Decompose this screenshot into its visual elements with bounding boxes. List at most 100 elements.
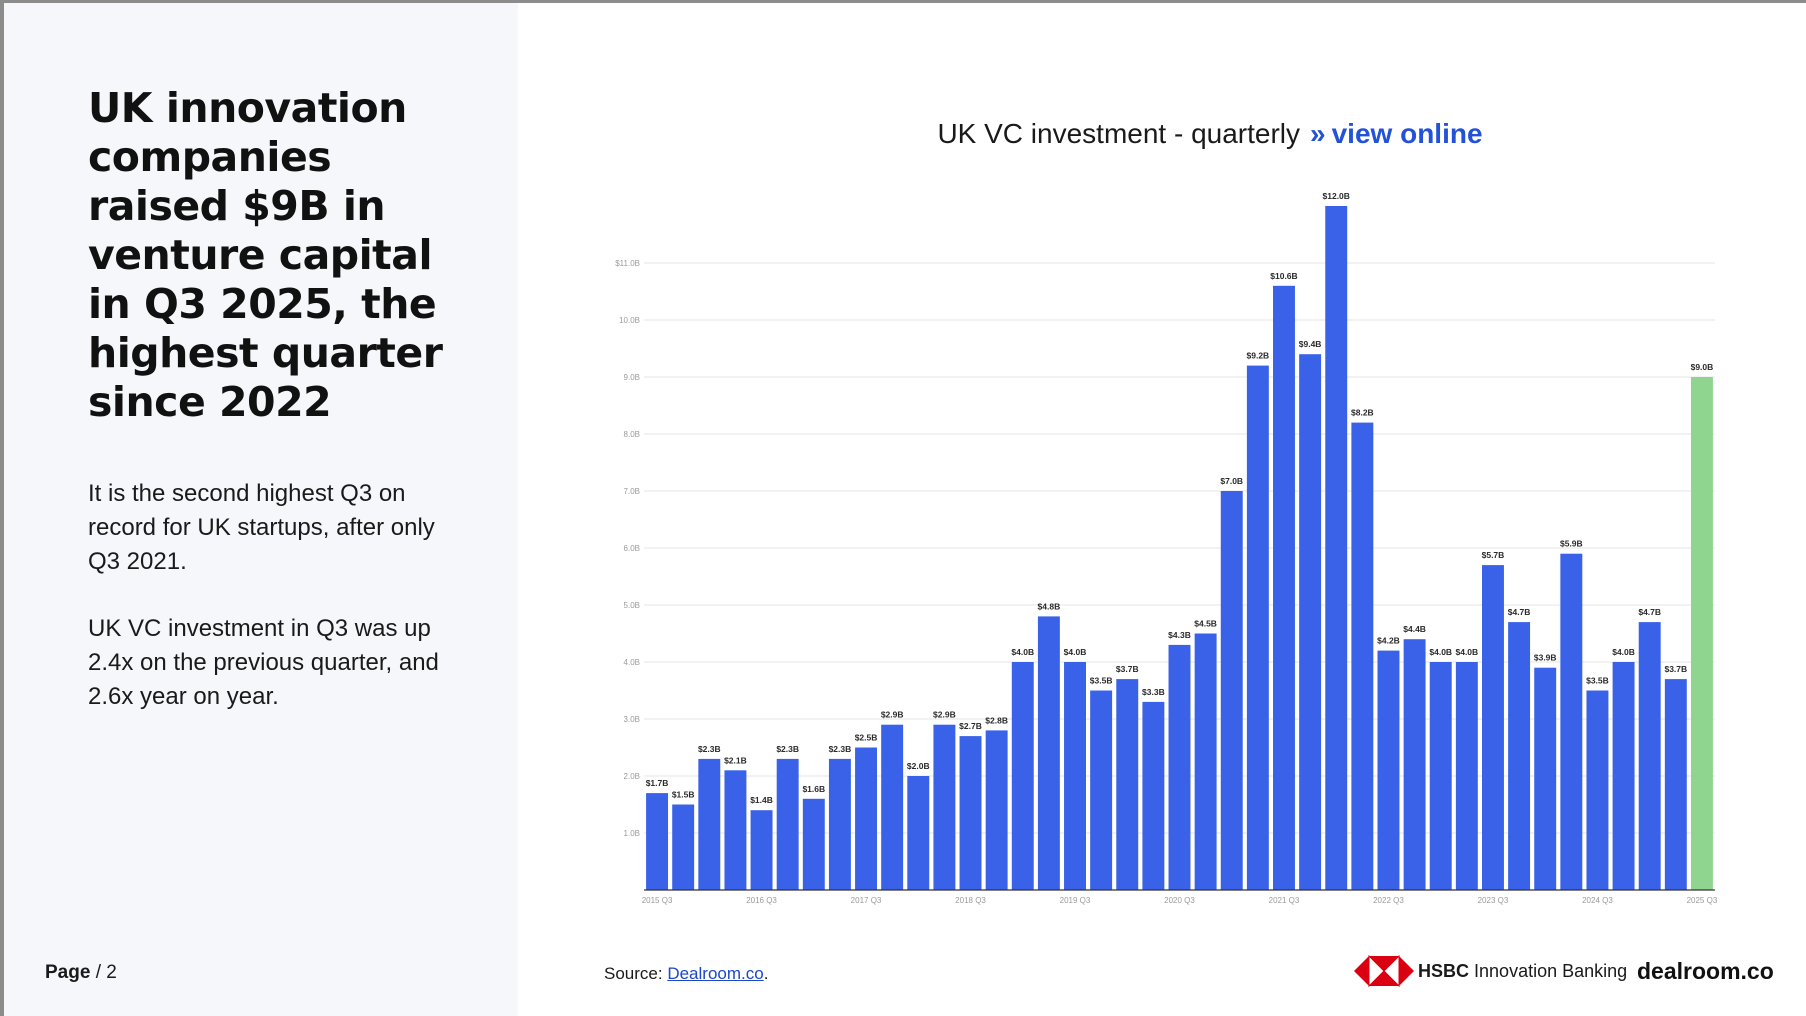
bar-value-label: $3.7B — [1116, 664, 1139, 674]
bar-value-label: $2.9B — [933, 710, 956, 720]
bar-value-label: $2.3B — [776, 744, 799, 754]
bar — [1037, 616, 1060, 890]
bar — [1351, 422, 1374, 890]
bar-chart: 1.0B 2.0B 3.0B 4.0B 5.0B 6.0B 7.0B 8.0B 9.0B 10.0… — [615, 191, 1718, 905]
bar — [1168, 644, 1191, 890]
hsbc-rest-text: Innovation Banking — [1474, 960, 1628, 981]
source-link[interactable]: Dealroom.co — [667, 964, 764, 983]
bar — [1194, 633, 1217, 890]
window-frame-left — [0, 0, 4, 1016]
bar-value-label: $9.2B — [1247, 351, 1270, 361]
bar — [1064, 662, 1086, 890]
bar — [933, 724, 956, 890]
bar-value-label: $2.3B — [698, 744, 721, 754]
x-tick-label: 2016 Q3 — [746, 896, 777, 905]
hsbc-text: HSBC Innovation Banking — [1418, 961, 1627, 982]
bar — [985, 730, 1008, 890]
view-online-link[interactable]: view online — [1331, 118, 1483, 149]
bar-value-label: $4.8B — [1038, 601, 1061, 611]
bar — [828, 758, 851, 890]
bar — [1612, 662, 1635, 890]
bar-value-label: $2.9B — [881, 710, 904, 720]
bar-value-label: $12.0B — [1323, 191, 1350, 201]
bar — [1481, 565, 1504, 890]
y-tick-label: 2.0B — [624, 772, 640, 781]
y-tick-label: 7.0B — [624, 487, 640, 496]
x-tick-label: 2015 Q3 — [642, 896, 673, 905]
bar — [1638, 622, 1661, 890]
bar-value-label: $2.0B — [907, 761, 930, 771]
chart-title-row: UK VC investment - quarterly » view online — [760, 118, 1660, 150]
bar — [1246, 365, 1269, 891]
bar — [959, 736, 982, 890]
bar-value-label: $4.0B — [1455, 647, 1478, 657]
bar-value-label: $2.8B — [985, 715, 1008, 725]
x-tick-label: 2019 Q3 — [1060, 896, 1091, 905]
bar — [1664, 679, 1687, 890]
bar — [1142, 701, 1165, 890]
page-indicator: Page / 2 — [45, 962, 117, 984]
body-paragraph-2: UK VC investment in Q3 was up 2.4x on th… — [88, 615, 439, 710]
bar — [724, 770, 747, 890]
y-tick-label: 10.0B — [619, 316, 640, 325]
bar — [1011, 662, 1034, 890]
bar-value-label: $1.6B — [802, 784, 825, 794]
bar — [776, 758, 799, 890]
bar-value-label: $1.5B — [672, 790, 695, 800]
bar-value-label: $8.2B — [1351, 408, 1374, 418]
x-tick-label: 2025 Q3 — [1687, 896, 1718, 905]
bar — [1220, 491, 1243, 890]
x-tick-label: 2017 Q3 — [851, 896, 882, 905]
bar-value-label: $5.7B — [1482, 550, 1505, 560]
bar — [672, 804, 695, 890]
bar-value-label: $4.3B — [1168, 630, 1191, 640]
x-tick-label: 2022 Q3 — [1373, 896, 1404, 905]
x-tick-label: 2018 Q3 — [955, 896, 986, 905]
x-tick-label: 2024 Q3 — [1582, 896, 1613, 905]
bar-value-label: $1.4B — [750, 795, 773, 805]
bar-value-label: $2.1B — [724, 755, 747, 765]
bar — [698, 758, 721, 890]
hsbc-logo: HSBC Innovation Banking — [1354, 955, 1627, 987]
bar — [1403, 639, 1426, 890]
bar-value-label: $3.9B — [1534, 653, 1557, 663]
bar-value-label: $4.0B — [1612, 647, 1635, 657]
bar-value-label: $5.9B — [1560, 539, 1583, 549]
bar — [1534, 667, 1557, 890]
dealroom-logo: dealroom.co — [1637, 958, 1774, 984]
bar — [1299, 354, 1322, 890]
page-number: / 2 — [95, 962, 117, 983]
bar — [907, 776, 930, 890]
y-tick-label: 1.0B — [624, 829, 640, 838]
bar-value-label: $4.5B — [1194, 619, 1217, 629]
bar — [1455, 662, 1478, 890]
bar-value-label: $1.7B — [646, 778, 669, 788]
arrow-icon: » — [1310, 118, 1326, 149]
bar-value-label: $7.0B — [1220, 476, 1243, 486]
hsbc-bold-text: HSBC — [1418, 960, 1470, 981]
y-tick-label: 5.0B — [624, 601, 640, 610]
page-label: Page — [45, 962, 91, 983]
bar — [1090, 690, 1113, 890]
bar-value-label: $4.7B — [1638, 607, 1661, 617]
bar — [802, 798, 825, 890]
y-tick-label: 8.0B — [624, 430, 640, 439]
y-tick-label: 6.0B — [624, 544, 640, 553]
y-tick-label: 4.0B — [624, 658, 640, 667]
bar-value-label: $2.7B — [959, 721, 982, 731]
y-tick-label: 9.0B — [624, 373, 640, 382]
y-tick-label: 3.0B — [624, 715, 640, 724]
headline: UK innovation companies raised $9B in ve… — [88, 84, 443, 426]
bar-value-label: $4.7B — [1508, 607, 1531, 617]
bar-value-label: $4.0B — [1429, 647, 1452, 657]
bar-value-label: $4.0B — [1064, 647, 1087, 657]
bar-value-label: $2.3B — [829, 744, 852, 754]
bar-value-label: $4.0B — [1011, 647, 1034, 657]
chart-title: UK VC investment - quarterly — [937, 118, 1301, 149]
bar — [1690, 377, 1713, 890]
x-tick-label: 2023 Q3 — [1478, 896, 1509, 905]
bar-value-label: $4.4B — [1403, 624, 1426, 634]
bar-value-label: $3.5B — [1090, 676, 1113, 686]
bar — [881, 724, 904, 890]
bar — [1377, 650, 1400, 890]
